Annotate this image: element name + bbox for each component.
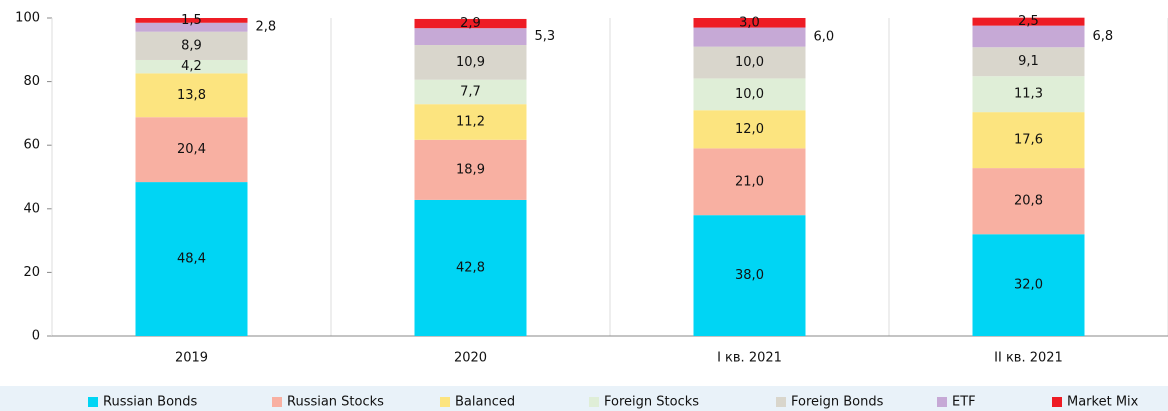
legend-label: ETF bbox=[952, 395, 976, 410]
bar-segment bbox=[135, 73, 248, 118]
y-tick-label: 20 bbox=[23, 265, 40, 280]
data-label: 6,8 bbox=[1093, 29, 1114, 44]
bar-segment bbox=[693, 78, 806, 111]
bar-segment bbox=[693, 148, 806, 216]
bar-segment bbox=[972, 17, 1085, 26]
data-label: 10,9 bbox=[456, 55, 485, 70]
data-label: 13,8 bbox=[177, 88, 206, 103]
bar-segment bbox=[135, 18, 248, 23]
legend-swatch bbox=[937, 397, 947, 407]
bar-segment bbox=[693, 110, 806, 149]
data-label: 38,0 bbox=[735, 268, 764, 283]
legend-background bbox=[0, 386, 1168, 411]
data-label: 42,8 bbox=[456, 260, 485, 275]
legend-label: Foreign Bonds bbox=[791, 395, 884, 410]
y-tick-label: 100 bbox=[15, 11, 40, 26]
data-label: 10,0 bbox=[735, 55, 764, 70]
data-label: 21,0 bbox=[735, 174, 764, 189]
y-tick-label: 80 bbox=[23, 74, 40, 89]
bar-segment bbox=[972, 112, 1085, 169]
data-label: 8,9 bbox=[181, 38, 202, 53]
legend-swatch bbox=[272, 397, 282, 407]
bar-segment bbox=[135, 59, 248, 74]
data-label: 32,0 bbox=[1014, 278, 1043, 293]
data-label: 18,9 bbox=[456, 162, 485, 177]
data-label: 20,8 bbox=[1014, 194, 1043, 209]
legend-label: Russian Stocks bbox=[287, 395, 384, 410]
bar-segment bbox=[135, 22, 248, 32]
x-tick-label: II кв. 2021 bbox=[994, 351, 1063, 366]
data-label: 1,5 bbox=[181, 13, 202, 28]
bar-segment bbox=[414, 79, 527, 105]
data-label: 2,5 bbox=[1018, 14, 1039, 29]
bar-segment bbox=[414, 28, 527, 46]
data-label: 20,4 bbox=[177, 142, 206, 157]
bar-segment bbox=[135, 117, 248, 183]
bar-segment bbox=[693, 46, 806, 79]
bar-segment bbox=[972, 25, 1085, 48]
legend-swatch bbox=[589, 397, 599, 407]
x-tick-label: 2019 bbox=[175, 351, 208, 366]
data-label: 12,0 bbox=[735, 122, 764, 137]
data-label: 7,7 bbox=[460, 84, 481, 99]
bar-segment bbox=[972, 47, 1085, 77]
bar-segment bbox=[972, 234, 1085, 336]
data-label: 6,0 bbox=[814, 30, 835, 45]
bar-segment bbox=[414, 45, 527, 80]
y-tick-label: 60 bbox=[23, 138, 40, 153]
bar-segment bbox=[414, 139, 527, 200]
legend-swatch bbox=[440, 397, 450, 407]
bar-segment bbox=[693, 27, 806, 47]
legend-swatch bbox=[776, 397, 786, 407]
legend-swatch bbox=[1052, 397, 1062, 407]
bar-segment bbox=[693, 18, 806, 28]
data-label: 5,3 bbox=[535, 29, 556, 44]
data-label: 11,3 bbox=[1014, 87, 1043, 102]
data-label: 9,1 bbox=[1018, 54, 1039, 69]
data-label: 3,0 bbox=[739, 15, 760, 30]
data-label: 11,2 bbox=[456, 114, 485, 129]
x-tick-label: I кв. 2021 bbox=[717, 351, 782, 366]
x-tick-label: 2020 bbox=[454, 351, 487, 366]
bar-segment bbox=[414, 18, 527, 29]
bar-segment bbox=[414, 199, 527, 336]
legend-label: Market Mix bbox=[1067, 395, 1139, 410]
data-label: 10,0 bbox=[735, 87, 764, 102]
data-label: 4,2 bbox=[181, 59, 202, 74]
legend-label: Russian Bonds bbox=[103, 395, 198, 410]
bar-segment bbox=[135, 182, 248, 336]
legend-swatch bbox=[88, 397, 98, 407]
bar-segment bbox=[414, 104, 527, 140]
y-tick-label: 0 bbox=[32, 329, 40, 344]
bar-segment bbox=[693, 215, 806, 336]
data-label: 2,9 bbox=[460, 16, 481, 31]
data-label: 2,8 bbox=[256, 20, 277, 35]
bar-segment bbox=[972, 76, 1085, 113]
data-label: 48,4 bbox=[177, 252, 206, 267]
bar-segment bbox=[972, 168, 1085, 235]
bar-segment bbox=[135, 31, 248, 60]
legend-label: Balanced bbox=[455, 395, 515, 410]
y-tick-label: 40 bbox=[23, 201, 40, 216]
data-label: 17,6 bbox=[1014, 133, 1043, 148]
legend-label: Foreign Stocks bbox=[604, 395, 699, 410]
